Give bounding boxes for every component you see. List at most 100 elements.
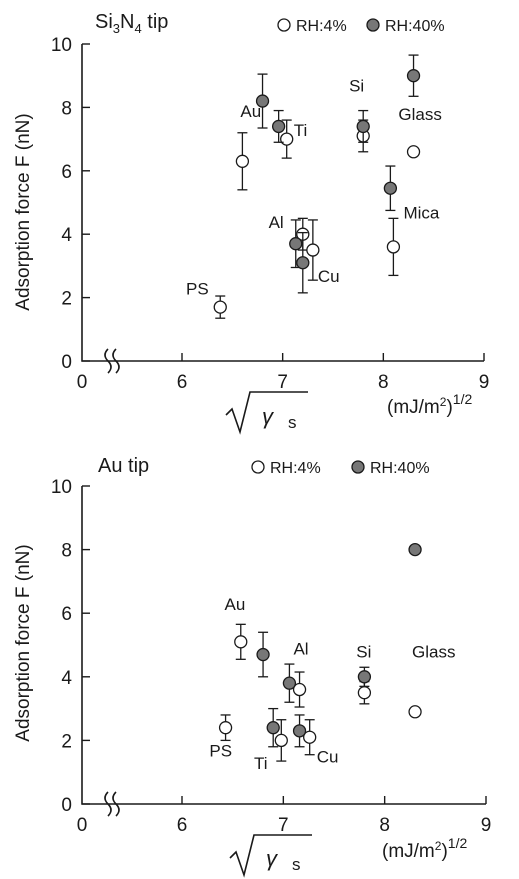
y-tick-label: 6 xyxy=(61,162,72,183)
y-tick-label: 8 xyxy=(61,541,72,562)
y-tick-label: 8 xyxy=(61,98,72,119)
legend: RH:4% RH:40% xyxy=(277,18,445,35)
annotations: Au Al Si Glass PS Ti Cu xyxy=(209,595,455,773)
x-tick-label: 0 xyxy=(77,815,88,836)
data-point-rh40 xyxy=(255,94,270,108)
point-annotation: Cu xyxy=(318,267,340,286)
x-axis-unit: (mJ/m2)1/2 xyxy=(387,391,472,418)
sqrt-radical-shape xyxy=(225,391,308,435)
x-tick-label: 6 xyxy=(177,372,188,393)
data-point-rh40 xyxy=(357,670,372,684)
point-annotation: Al xyxy=(269,213,284,232)
chart-au-tip: Au tip RH:4% RH:40% Adsorption force F (… xyxy=(13,455,491,878)
y-axis-label: Adsorption force F (nN) xyxy=(13,113,34,310)
y-tick-label: 10 xyxy=(51,35,72,56)
legend: RH:4% RH:40% xyxy=(251,460,430,477)
y-tick-label: 10 xyxy=(51,477,72,498)
y-tick-label: 2 xyxy=(61,731,72,752)
data-point-rh4 xyxy=(406,145,421,159)
data-point-rh40 xyxy=(383,181,398,195)
data-point-rh40 xyxy=(282,676,297,690)
axis-break-mark xyxy=(104,791,112,817)
x-tick-label: 8 xyxy=(379,815,390,836)
data-point-rh40 xyxy=(406,69,421,83)
legend-marker-filled xyxy=(351,460,365,474)
data-point-rh40 xyxy=(408,542,422,557)
x-axis-symbol: γ xyxy=(266,846,279,871)
data-points xyxy=(218,542,422,762)
data-point-rh40 xyxy=(356,119,370,134)
y-axis-label: Adsorption force F (nN) xyxy=(13,544,34,741)
x-axis-label: γ s xyxy=(229,834,312,878)
y-tick-label: 0 xyxy=(61,795,72,816)
data-point-rh4 xyxy=(357,686,372,700)
axes xyxy=(81,43,485,374)
tick-labels: 0 2 4 6 8 10 0 6 7 8 9 xyxy=(51,35,489,393)
y-tick-label: 0 xyxy=(61,352,72,373)
point-annotation: Glass xyxy=(398,105,441,124)
point-annotation: PS xyxy=(209,741,232,760)
legend-marker-open xyxy=(251,460,265,474)
axis-break-mark xyxy=(112,348,120,374)
point-annotation: PS xyxy=(186,279,209,298)
x-axis-symbol: γ xyxy=(262,404,275,429)
point-annotation: Al xyxy=(293,640,308,659)
legend-label: RH:40% xyxy=(385,18,445,35)
y-tick-label: 4 xyxy=(61,225,72,246)
x-axis-label: γ s xyxy=(225,391,308,435)
data-point-rh4 xyxy=(234,635,248,649)
point-annotation: Si xyxy=(356,643,371,662)
axes xyxy=(81,485,487,817)
point-annotation: Au xyxy=(225,595,246,614)
axis-break-mark xyxy=(112,791,120,817)
x-axis-subscript: s xyxy=(288,413,297,432)
data-point-rh40 xyxy=(271,119,286,134)
y-tick-label: 4 xyxy=(61,668,72,689)
x-tick-label: 6 xyxy=(177,815,188,836)
data-point-rh4 xyxy=(408,705,422,719)
y-tick-label: 2 xyxy=(61,289,72,310)
tick-labels: 0 2 4 6 8 10 0 6 7 8 9 xyxy=(51,477,491,836)
data-point-rh40 xyxy=(266,721,280,735)
legend-label: RH:40% xyxy=(370,460,430,477)
annotations: Au Ti Si Glass Al Cu Mica PS xyxy=(186,77,442,299)
point-annotation: Cu xyxy=(317,748,339,767)
legend-marker-open xyxy=(277,18,291,32)
data-point-rh4 xyxy=(280,132,294,146)
x-tick-label: 9 xyxy=(481,815,492,836)
point-annotation: Glass xyxy=(412,643,455,662)
data-points xyxy=(213,54,421,319)
point-annotation: Si xyxy=(349,77,364,96)
axis-break-mark xyxy=(104,348,112,374)
data-point-rh4 xyxy=(292,682,307,697)
data-point-rh4 xyxy=(218,721,233,735)
data-point-rh40 xyxy=(289,237,303,251)
chart-title: Si3N4 tip xyxy=(95,11,168,36)
data-point-rh4 xyxy=(306,243,320,257)
x-axis-subscript: s xyxy=(292,855,301,874)
data-point-rh4 xyxy=(386,240,401,254)
x-tick-label: 8 xyxy=(378,372,389,393)
chart-title: Au tip xyxy=(98,455,149,477)
point-annotation: Au xyxy=(240,102,261,121)
legend-marker-filled xyxy=(366,18,380,32)
chart-si3n4-tip: Si3N4 tip RH:4% RH:40% Adsorption force … xyxy=(13,11,489,435)
data-point-rh40 xyxy=(296,256,310,270)
data-point-rh4 xyxy=(303,730,317,744)
data-point-rh40 xyxy=(292,724,307,738)
point-annotation: Mica xyxy=(403,203,439,222)
data-point-rh4 xyxy=(213,300,227,314)
y-tick-label: 6 xyxy=(61,604,72,625)
point-annotation: Ti xyxy=(294,121,308,140)
x-tick-label: 7 xyxy=(277,372,288,393)
x-tick-label: 9 xyxy=(479,372,490,393)
data-point-rh4 xyxy=(274,733,288,748)
sqrt-radical-shape xyxy=(229,834,312,878)
point-annotation: Ti xyxy=(254,754,268,773)
data-point-rh40 xyxy=(256,647,270,662)
legend-label: RH:4% xyxy=(296,18,347,35)
x-axis-unit: (mJ/m2)1/2 xyxy=(382,835,467,862)
legend-label: RH:4% xyxy=(270,460,321,477)
x-tick-label: 7 xyxy=(278,815,289,836)
